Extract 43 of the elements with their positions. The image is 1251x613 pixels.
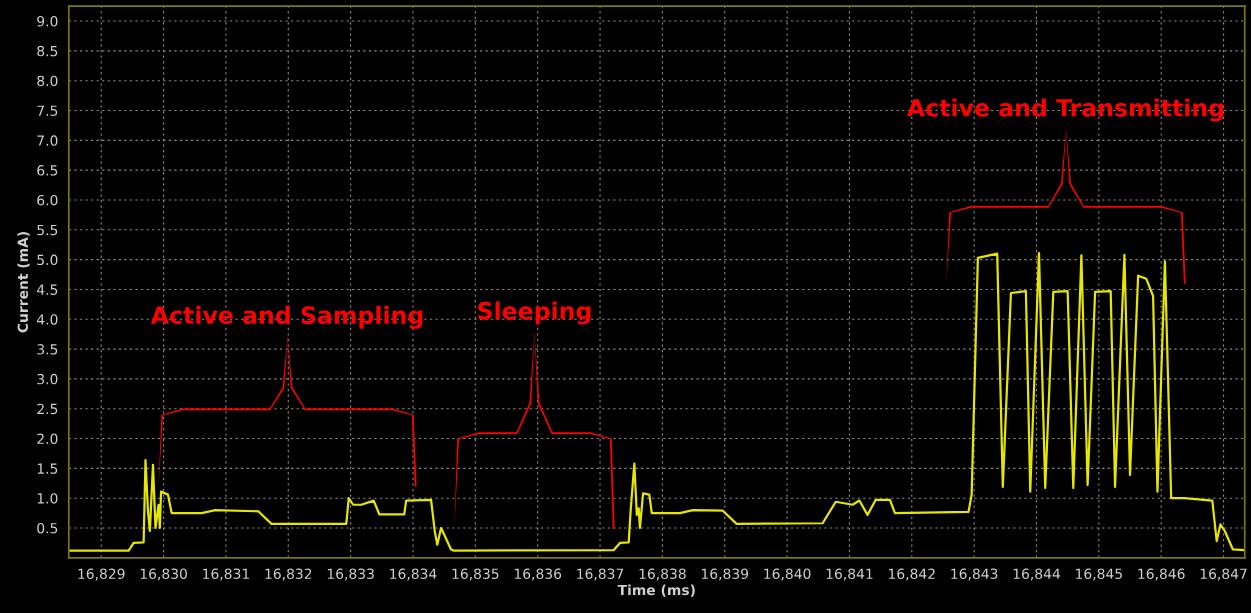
x-tick-label: 16,840 xyxy=(764,568,811,581)
annotation: Active and Transmitting xyxy=(907,98,1224,122)
annotation: Sleeping xyxy=(478,301,591,325)
line-series xyxy=(68,251,1245,552)
y-tick-label: 1.5 xyxy=(37,463,58,474)
x-tick-label: 16,842 xyxy=(889,568,935,581)
x-tick-label: 16,835 xyxy=(452,568,499,581)
y-axis-title: Current (mA) xyxy=(17,231,30,333)
y-tick-label: 6.5 xyxy=(37,165,58,176)
x-tick-label: 16,838 xyxy=(639,568,686,581)
x-tick-label: 16,846 xyxy=(1138,568,1185,581)
y-tick-label: 5.5 xyxy=(37,224,58,236)
y-tick-label: 8.5 xyxy=(37,45,58,57)
x-tick-label: 16,837 xyxy=(577,568,624,581)
y-tick-label: 1.0 xyxy=(37,493,58,504)
x-tick-label: 16,829 xyxy=(78,568,125,581)
y-tick-label: 6.0 xyxy=(37,194,58,206)
y-tick-label: 3.5 xyxy=(37,344,58,355)
x-tick-label: 16,836 xyxy=(514,568,562,581)
x-tick-label: 16,834 xyxy=(390,568,437,581)
x-axis-title: Time (ms) xyxy=(617,584,695,597)
x-tick-label: 16,847 xyxy=(1200,568,1247,581)
x-tick-label: 16,833 xyxy=(327,568,374,581)
x-tick-label: 16,831 xyxy=(203,568,249,581)
y-tick-label: 2.0 xyxy=(37,433,58,445)
y-tick-label: 9.0 xyxy=(37,16,58,27)
x-tick-label: 16,839 xyxy=(701,568,749,581)
annotation: Active and Sampling xyxy=(150,305,423,329)
y-tick-label: 7.0 xyxy=(37,135,58,146)
x-tick-label: 16,844 xyxy=(1013,568,1061,581)
x-tick-label: 16,830 xyxy=(140,568,187,581)
y-tick-label: 4.5 xyxy=(36,284,58,295)
y-tick-label: 0.5 xyxy=(37,522,58,534)
x-tick-label: 16,845 xyxy=(1076,568,1122,581)
y-tick-label: 4.0 xyxy=(36,314,58,325)
y-tick-label: 3.0 xyxy=(37,373,58,385)
x-tick-label: 16,841 xyxy=(826,568,873,581)
x-tick-label: 16,843 xyxy=(951,568,998,581)
y-tick-label: 7.5 xyxy=(37,105,58,116)
y-tick-label: 8.0 xyxy=(37,75,58,87)
x-tick-label: 16,832 xyxy=(265,568,312,581)
y-tick-label: 5.0 xyxy=(37,254,58,266)
y-tick-label: 2.5 xyxy=(37,403,58,415)
